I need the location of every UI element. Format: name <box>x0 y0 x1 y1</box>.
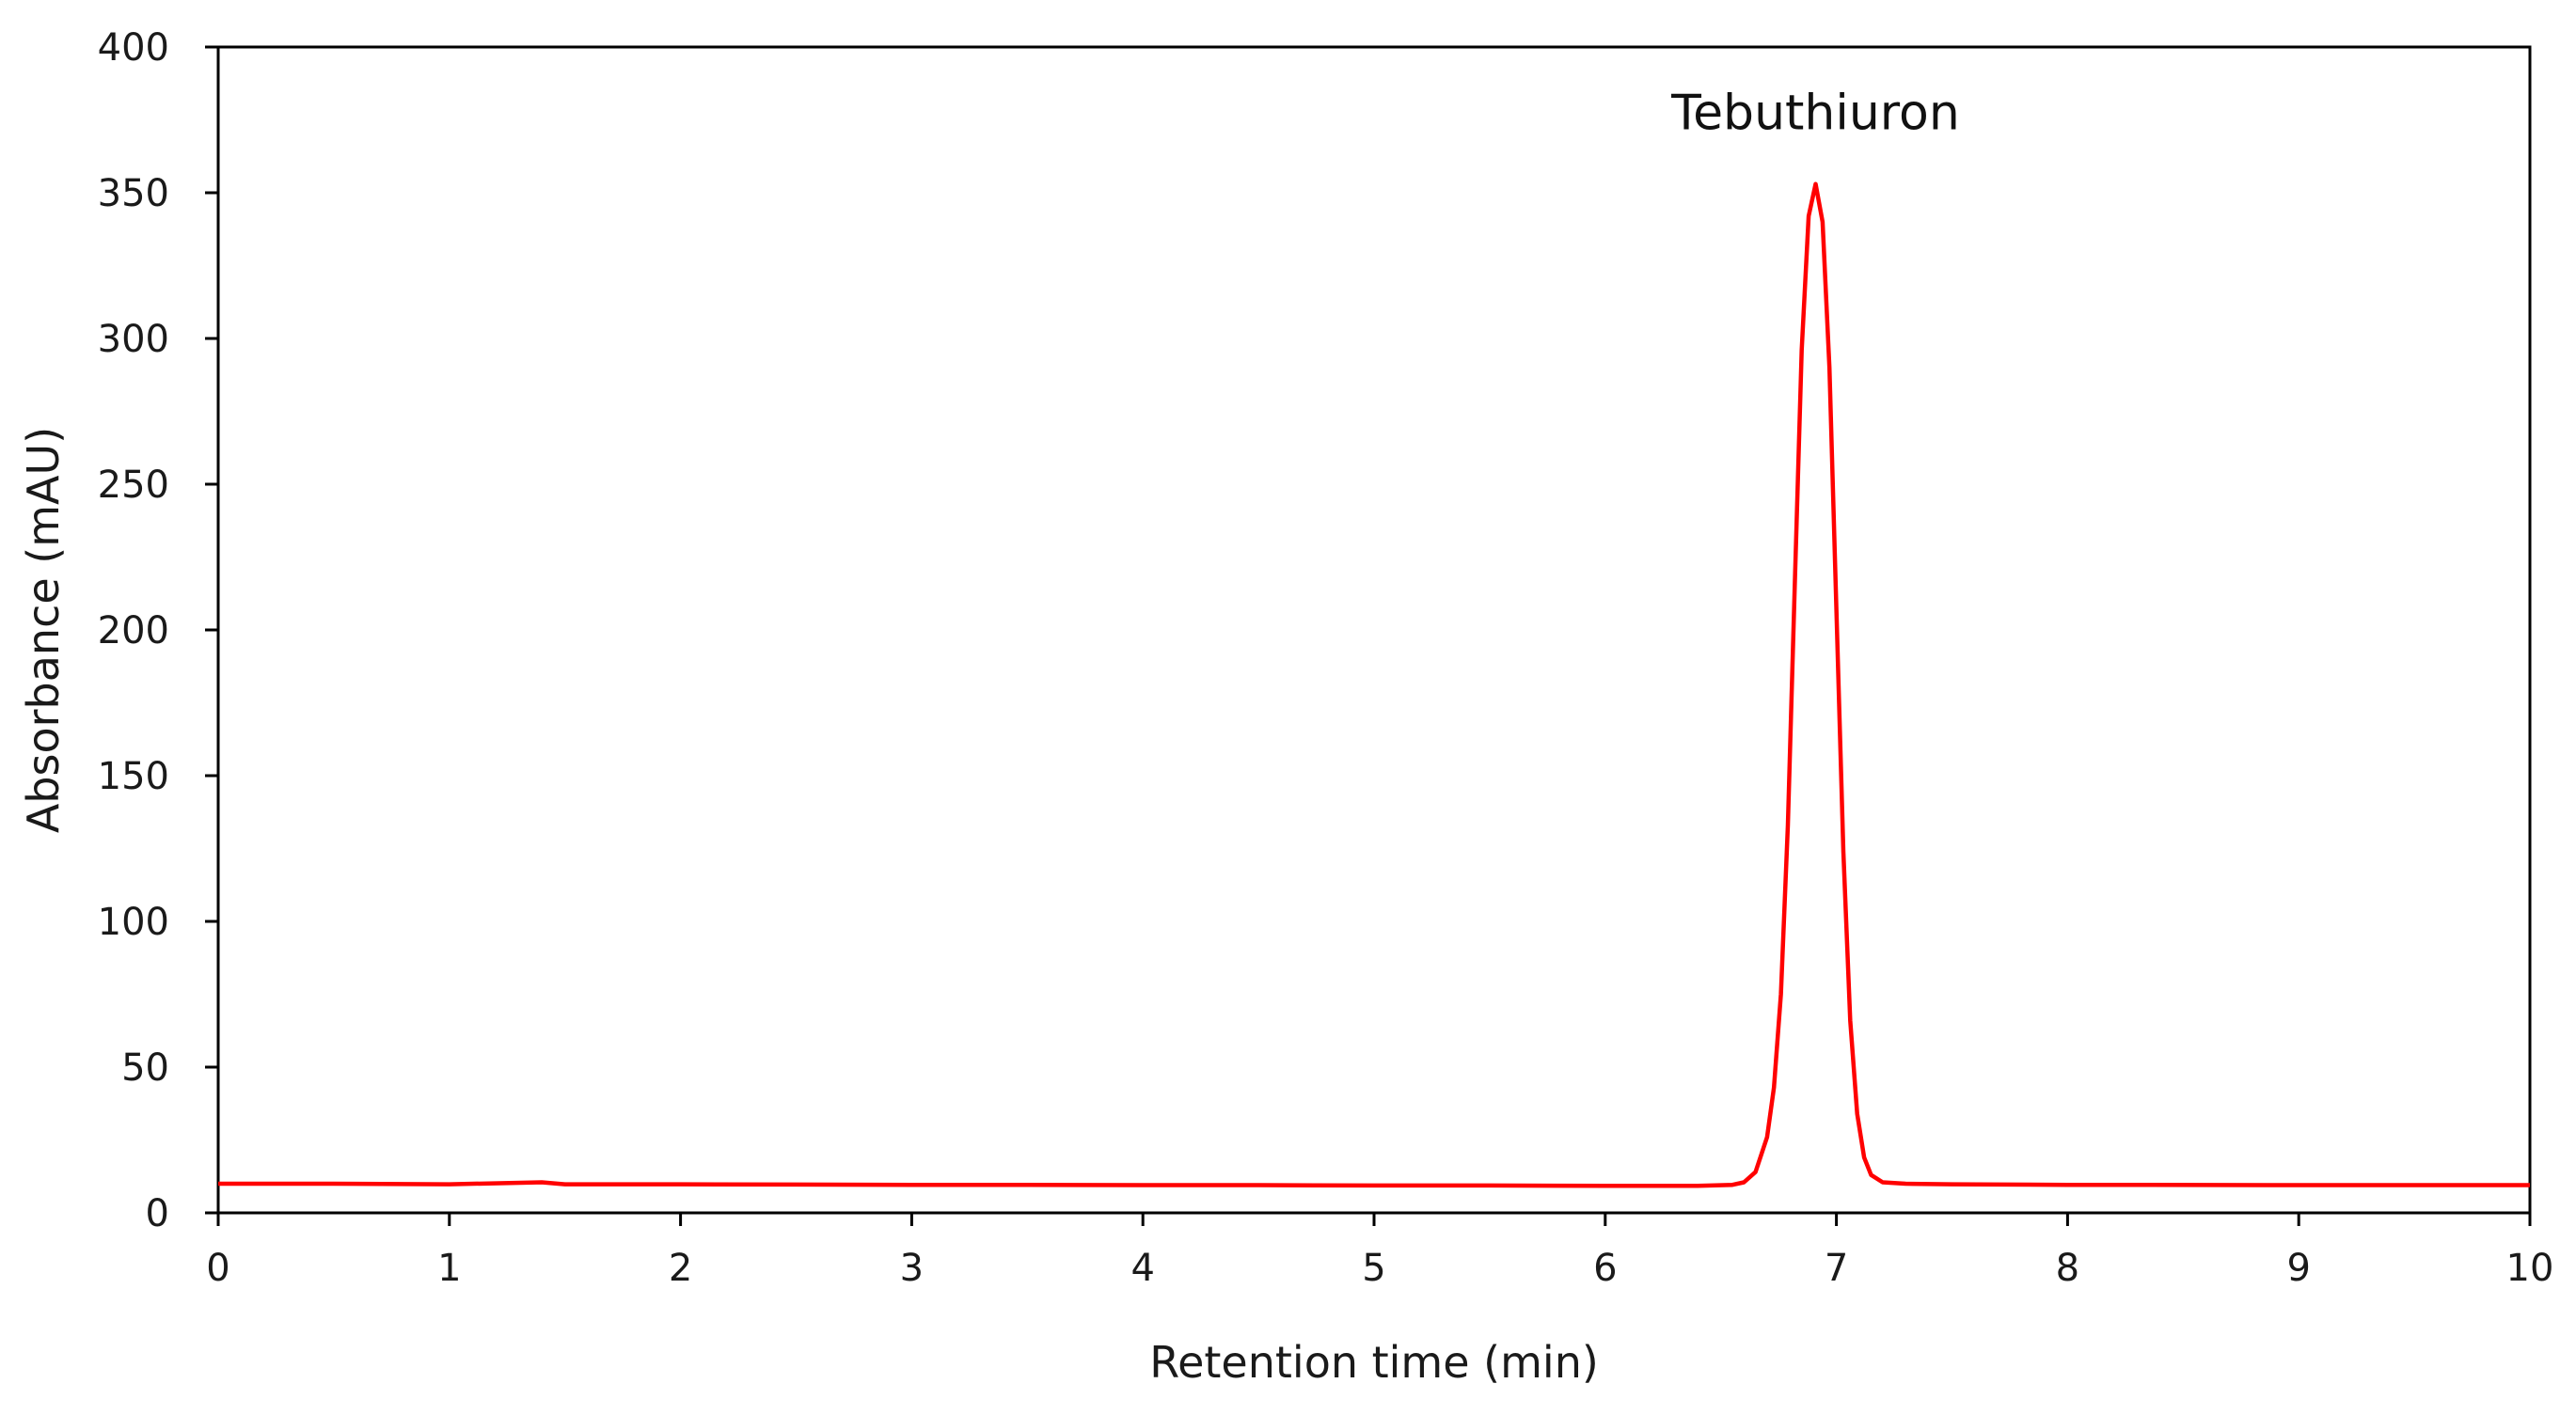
x-tick-label: 2 <box>669 1247 692 1290</box>
plot-area <box>216 45 2532 1215</box>
x-tick-label: 9 <box>2286 1247 2310 1290</box>
x-tick-label: 6 <box>1593 1247 1617 1290</box>
x-tick-label: 3 <box>900 1247 924 1290</box>
y-axis: 0 50 100 150 200 250 300 350 400 <box>98 26 218 1235</box>
x-tick-label: 4 <box>1130 1247 1154 1290</box>
y-axis-title: Absorbance (mAU) <box>18 427 69 833</box>
x-axis-title: Retention time (min) <box>1149 1337 1599 1388</box>
annotations: Tebuthiuron <box>1670 86 1960 142</box>
series-line <box>218 181 2530 1188</box>
y-tick-label: 100 <box>98 901 169 944</box>
y-tick-label: 50 <box>121 1046 169 1090</box>
y-tick-label: 300 <box>98 318 169 361</box>
y-tick-label: 400 <box>98 26 169 70</box>
y-tick-label: 0 <box>146 1192 169 1235</box>
x-tick-label: 5 <box>1362 1247 1385 1290</box>
x-tick-label: 1 <box>437 1247 461 1290</box>
x-axis: 0 1 2 3 4 5 6 7 8 9 10 <box>206 1213 2553 1290</box>
x-tick-label: 7 <box>1825 1247 1848 1290</box>
y-tick-label: 350 <box>98 172 169 215</box>
x-tick-label: 10 <box>2506 1247 2554 1290</box>
x-tick-label: 8 <box>2056 1247 2079 1290</box>
x-tick-label: 0 <box>206 1247 229 1290</box>
y-tick-label: 150 <box>98 755 169 798</box>
y-tick-label: 200 <box>98 609 169 652</box>
y-tick-label: 250 <box>98 464 169 507</box>
peak-annotation: Tebuthiuron <box>1670 86 1960 142</box>
